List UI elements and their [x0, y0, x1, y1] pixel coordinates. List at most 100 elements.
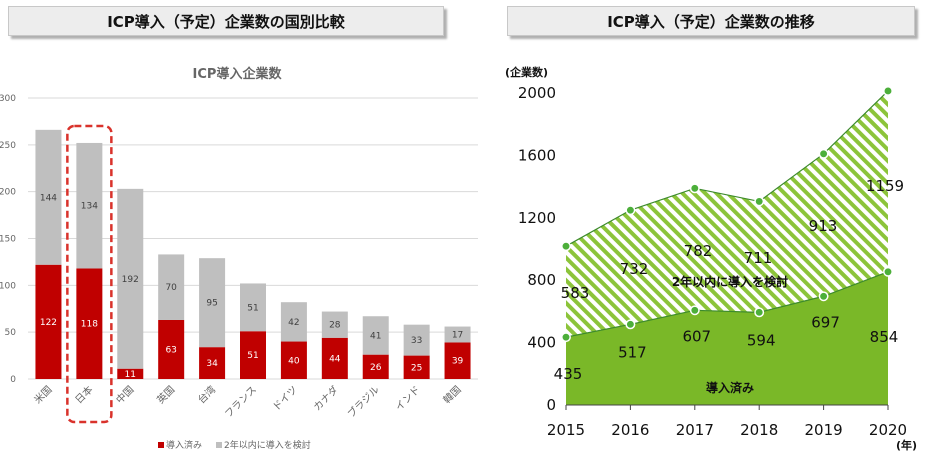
value-label-planned: 913: [809, 217, 838, 235]
value-label-implemented: 697: [811, 313, 840, 331]
value-label-implemented: 854: [870, 328, 899, 346]
value-label-planned: 732: [620, 260, 649, 278]
bar-value-label: 11: [125, 370, 136, 380]
value-label-implemented: 517: [618, 343, 647, 361]
data-point: [561, 241, 571, 252]
value-label-planned: 1159: [866, 177, 904, 195]
bar-value-label: 33: [411, 336, 422, 346]
y-tick-label: 2000: [518, 84, 556, 102]
bar-value-label: 70: [165, 283, 177, 293]
bar-segment: [199, 347, 226, 379]
data-point: [561, 332, 571, 343]
y-tick-label: 300: [0, 94, 16, 104]
x-category-label: 台湾: [195, 383, 218, 406]
x-category-label: ドイツ: [271, 384, 300, 413]
x-category-label: フランス: [222, 384, 259, 421]
bar-segment: [280, 302, 307, 342]
legend-swatch: [158, 442, 164, 448]
legend-label: 導入済み: [166, 439, 202, 451]
bar-segment: [240, 331, 266, 379]
y-tick-label: 100: [0, 281, 16, 291]
data-point: [625, 319, 636, 330]
bar-value-label: 122: [40, 318, 57, 328]
x-category-label: 米国: [31, 383, 54, 406]
x-tick-label: 2017: [676, 421, 714, 439]
bar-segment: [117, 188, 144, 369]
bar-value-label: 25: [411, 363, 422, 373]
y-tick-label: 800: [527, 271, 556, 289]
value-label-planned: 711: [744, 249, 773, 267]
x-category-label: 中国: [113, 383, 136, 406]
bar-chart-title: ICP導入企業数: [193, 66, 283, 82]
x-tick-label: 2016: [611, 421, 649, 439]
value-label-implemented: 607: [682, 327, 711, 345]
bar-segment: [76, 268, 103, 379]
data-point: [754, 307, 765, 318]
y-tick-label: 1600: [518, 146, 556, 164]
y-tick-label: 50: [5, 328, 17, 338]
x-category-label: カナダ: [311, 383, 341, 413]
bar-value-label: 34: [206, 359, 218, 369]
y-tick-label: 400: [527, 334, 556, 352]
y-tick-label: 250: [0, 141, 16, 151]
x-axis-unit: (年): [896, 438, 917, 452]
area-band-planned: [566, 90, 888, 338]
bar-value-label: 28: [329, 321, 341, 331]
bar-segment: [280, 341, 307, 379]
bar-segment: [35, 129, 62, 265]
data-point: [883, 266, 893, 277]
bar-segment: [199, 258, 226, 348]
bar-segment: [444, 342, 471, 379]
x-tick-label: 2018: [740, 421, 778, 439]
x-category-label: 英国: [154, 383, 177, 406]
area-band-implemented: [566, 271, 888, 405]
area-chart: 2015 2016 2017 2018 2019 2020 0 400 800 1200 1600 2…: [505, 65, 917, 452]
y-axis-unit: (企業数): [505, 65, 548, 79]
bar-value-label: 17: [452, 331, 463, 341]
bar-segment: [403, 355, 430, 379]
data-point: [689, 183, 700, 194]
bar-value-label: 118: [81, 320, 98, 330]
bar-segment: [240, 283, 266, 332]
legend-label: 2年以内に導入を検討: [224, 439, 311, 451]
left-panel-title: ICP導入（予定）企業数の国別比較: [8, 6, 444, 36]
bar-chart: ICP導入企業数 0 50 100 150 200 250 300 122 144 米国 118 13…: [0, 66, 478, 451]
bar-segment: [35, 264, 62, 379]
bar-segment: [158, 319, 185, 379]
value-label-implemented: 435: [554, 365, 583, 383]
bar-segment: [403, 324, 430, 356]
y-tick-label: 200: [0, 188, 16, 198]
y-tick-label: 1200: [518, 209, 556, 227]
line-total: [565, 90, 889, 247]
bar-value-label: 134: [81, 202, 98, 212]
highlight-box: [66, 124, 113, 424]
data-point: [689, 305, 700, 316]
data-point: [883, 86, 893, 96]
x-category-label: 日本: [72, 383, 95, 406]
legend-swatch: [216, 442, 222, 448]
bar-value-label: 95: [206, 299, 217, 309]
y-tick-label: 0: [10, 375, 16, 385]
bar-segment: [362, 354, 389, 379]
line-implemented: [565, 271, 889, 338]
bar-segment: [76, 142, 103, 269]
value-label-planned: 583: [561, 284, 590, 302]
x-category-label: 韓国: [441, 384, 464, 407]
series-label-implemented: 導入済み: [706, 380, 754, 395]
series-label-planned: 2年以内に導入を検討: [672, 274, 788, 289]
bar-value-label: 41: [370, 331, 381, 341]
bar-value-label: 42: [288, 318, 299, 328]
bar-segment: [158, 254, 185, 320]
bar-value-label: 63: [165, 345, 176, 355]
y-tick-label: 150: [0, 235, 16, 245]
bar-segment: [321, 311, 348, 338]
bar-segment: [444, 326, 471, 343]
y-tick-label: 0: [546, 396, 556, 414]
x-tick-label: 2019: [805, 421, 843, 439]
bar-value-label: 51: [247, 303, 258, 313]
data-point: [818, 291, 829, 302]
x-category-label: ブラジル: [345, 383, 382, 420]
x-tick-label: 2015: [547, 421, 585, 439]
bar-value-label: 51: [247, 351, 258, 361]
